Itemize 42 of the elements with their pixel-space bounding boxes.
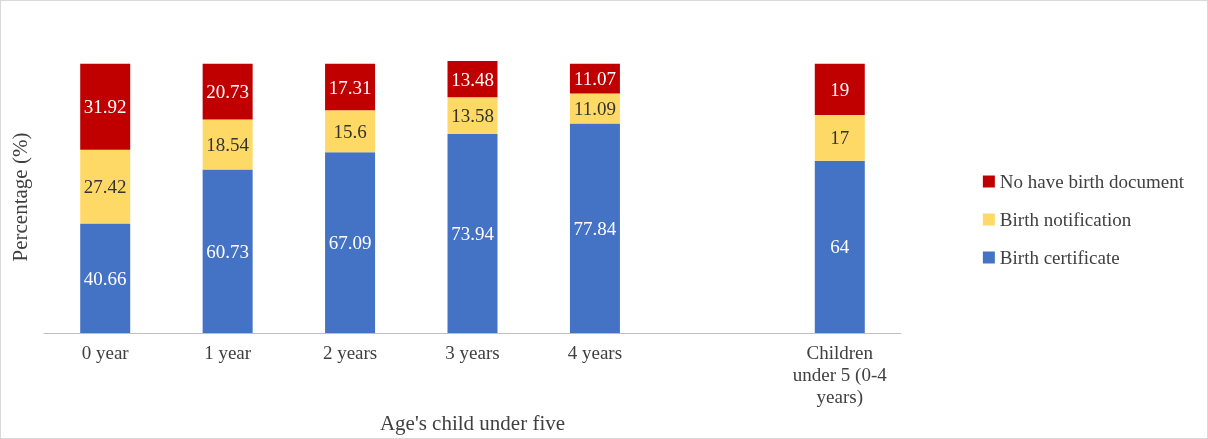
bar [814,114,865,161]
bar [80,149,131,224]
bar [814,160,865,334]
data-label: 13.58 [451,105,494,127]
data-label: 73.94 [451,223,495,244]
data-label: 20.73 [206,81,250,103]
bar [569,123,620,334]
data-label: 17.31 [328,76,372,98]
data-label: 11.07 [573,68,616,90]
x-axis-title: Age's child under five [379,410,566,435]
data-label: 27.42 [83,176,127,198]
data-label: 19 [830,78,850,100]
bar [80,223,131,334]
bar [202,169,253,334]
data-label: 60.73 [206,240,250,262]
bar [325,152,376,334]
data-label: 67.09 [328,232,372,254]
data-label: 13.48 [451,68,494,90]
x-tick-label: 4 years [567,341,623,363]
x-tick-label: 3 years [445,341,500,363]
data-label: 31.92 [83,96,127,118]
data-label: 64 [830,236,850,258]
bar [447,133,498,334]
x-tick-label: 2 years [322,341,378,363]
legend-label: Birth notification [999,209,1132,230]
legend-label: No have birth document [999,171,1185,192]
y-axis-title: Percentage (%) [7,132,32,262]
bar [325,110,376,153]
x-tick-label: 0 year [81,341,130,363]
data-label: 40.66 [83,267,127,289]
x-tick-label: Children under 5 (0-4 years) [792,341,888,408]
x-tick-label: 1 year [204,341,252,363]
bar [80,63,131,150]
bar [814,63,865,115]
data-label: 17 [830,127,850,149]
bar [325,63,376,111]
data-label: 18.54 [206,134,250,156]
bar [202,63,253,120]
data-label: 77.84 [573,217,617,239]
legend-label: Birth certificate [999,247,1120,268]
data-label: 15.6 [333,120,367,142]
data-label: 11.09 [573,97,616,119]
